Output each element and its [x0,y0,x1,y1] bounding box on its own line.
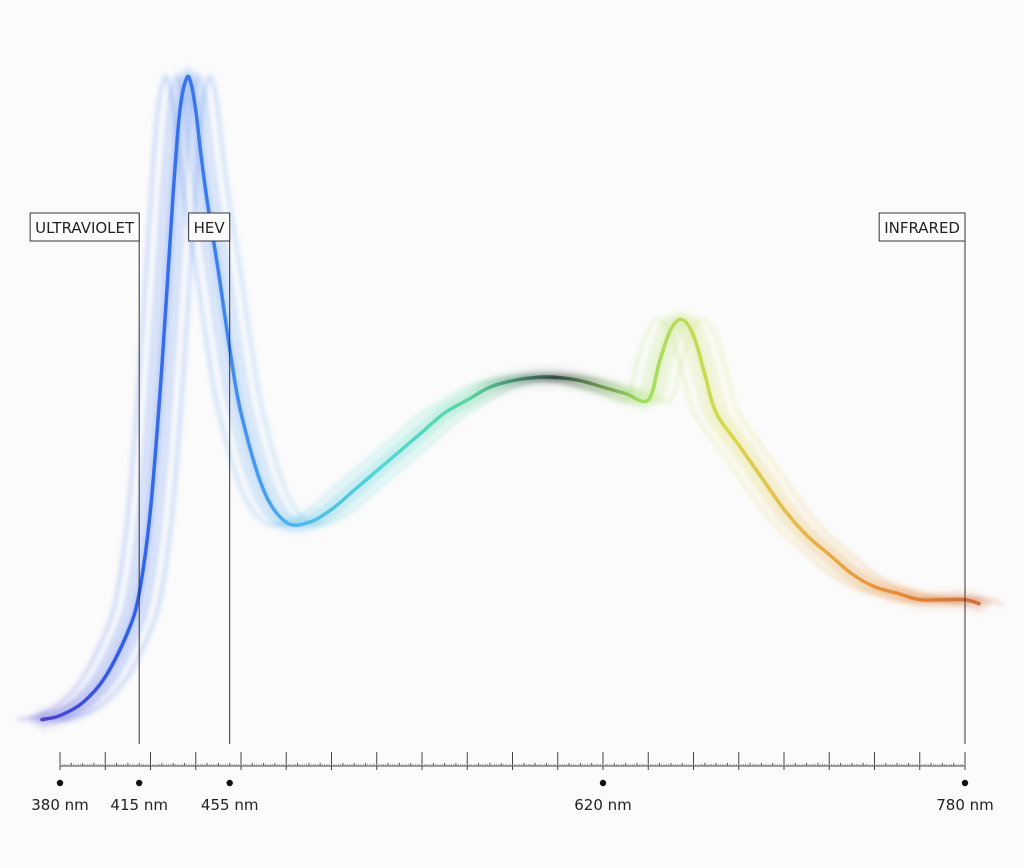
spectrum-curve [40,74,981,722]
x-axis-label-dot [56,779,64,787]
x-axis-tick-label: 415 nm [110,796,168,814]
x-axis-label-dot [599,779,607,787]
x-axis-tick-label: 380 nm [31,796,89,814]
region-marker-ultraviolet: ULTRAVIOLET [29,212,140,744]
curve-ghost-layer [18,73,1003,723]
curve-ghost-inner-1 [28,73,971,723]
x-axis-tick-label: 455 nm [201,796,259,814]
x-axis-label-dot [961,779,969,787]
x-axis: 380 nm 415 nm 455 nm 620 nm 780 nm [31,752,994,814]
region-label-box [878,212,966,242]
region-label: HEV [194,219,226,237]
x-axis-tick-label: 780 nm [936,796,994,814]
curve-ghost-inner-2 [50,73,993,723]
region-label: INFRARED [884,219,960,237]
region-label-box [188,212,231,242]
x-axis-label-dot [226,779,233,787]
region-label: ULTRAVIOLET [35,219,135,237]
region-marker-hev: HEV [188,212,231,744]
region-marker-infrared: INFRARED [878,212,966,744]
x-axis-tick-label: 620 nm [574,796,632,814]
curve-ghost-1 [18,74,959,722]
region-marker-layer: ULTRAVIOLET HEV INFRARED [29,212,966,744]
x-axis-label-dot [135,779,143,787]
curve-layer [36,70,985,726]
region-label-box [29,212,140,242]
